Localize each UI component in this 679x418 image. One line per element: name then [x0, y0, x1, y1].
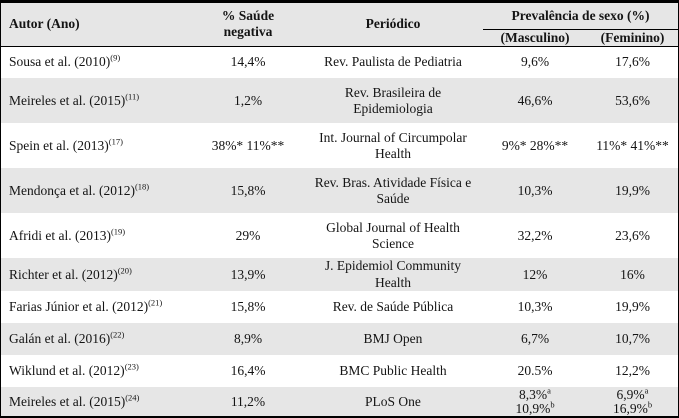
- negative-health-cell: 13,9%: [193, 258, 303, 292]
- table-row: Wiklund et al. (2012)(23) 16,4% BMC Public…: [1, 355, 678, 387]
- journal-cell: Rev. Brasileira de Epidemiologia: [303, 78, 483, 124]
- author-cell: Wiklund et al. (2012)(23): [9, 361, 139, 379]
- journal-cell: BMC Public Health: [339, 363, 447, 379]
- author-cell: Mendonça et al. (2012)(18): [1, 168, 193, 214]
- male-prevalence-cell: 6,7%: [483, 323, 587, 356]
- author-cell: Galán et al. (2016)(22): [1, 323, 193, 356]
- female-prevalence-cell: 17,6%: [615, 54, 650, 70]
- negative-health-cell: 14,4%: [230, 54, 266, 70]
- header-prevalencia-sexo: Prevalência de sexo (%): [483, 3, 678, 30]
- author-cell: Richter et al. (2012)(20): [1, 258, 193, 292]
- journal-cell: BMJ Open: [303, 323, 483, 356]
- male-prevalence-cell: 32,2%: [517, 227, 553, 243]
- male-prevalence-cell: 12%: [483, 258, 587, 292]
- table-body: Sousa et al. (2010)(9) 14,4% Rev. Paulista…: [1, 46, 678, 417]
- table-row: Spein et al. (2013)(17) 38%* 11%** Int. Jo…: [1, 123, 678, 168]
- journal-cell: PLoS One: [303, 387, 483, 417]
- table-row: Galán et al. (2016)(22) 8,9% BMJ Open 6,7% 1…: [1, 323, 678, 356]
- author-cell: Sousa et al. (2010)(9): [9, 52, 121, 70]
- header-periodico: Periódico: [303, 3, 483, 47]
- journal-cell: Rev. de Saúde Pública: [332, 299, 454, 315]
- male-prevalence-cell: 10,3%: [517, 299, 553, 315]
- male-prevalence-cell: 10,3%: [483, 168, 587, 214]
- negative-health-cell: 29%: [235, 227, 261, 243]
- female-prevalence-cell: 53,6%: [587, 78, 678, 124]
- table-row: Mendonça et al. (2012)(18) 15,8% Rev. Bras…: [1, 168, 678, 214]
- prevalence-table: Autor (Ano) % Saúde negativa Periódico P…: [1, 3, 678, 417]
- journal-cell: Global Journal of Health Science: [326, 219, 460, 251]
- negative-health-cell: 38%* 11%**: [211, 137, 285, 153]
- female-prevalence-cell: 23,6%: [615, 227, 650, 243]
- table-row: Farias Júnior et al. (2012)(21) 15,8% Rev.…: [1, 291, 678, 323]
- female-prevalence-cell: 19,9%: [615, 299, 650, 315]
- table-row: Afridi et al. (2013)(19) 29% Global Journa…: [1, 213, 678, 258]
- author-cell: Meireles et al. (2015)(24): [1, 387, 193, 417]
- negative-health-cell: 16,4%: [230, 363, 266, 379]
- journal-cell: Rev. Paulista de Pediatria: [324, 54, 462, 70]
- journal-cell: J. Epidemiol Community Health: [303, 258, 483, 292]
- female-prevalence-cell: 12,2%: [615, 363, 650, 379]
- author-cell: Spein et al. (2013)(17): [9, 136, 123, 153]
- header-autor-ano: Autor (Ano): [1, 3, 193, 47]
- female-prevalence-cell: 19,9%: [587, 168, 678, 214]
- journal-cell: Rev. Bras. Atividade Física e Saúde: [303, 168, 483, 214]
- journal-cell: Int. Journal of Circumpolar Health: [319, 129, 467, 161]
- male-prevalence-cell: 8,3%a 10,9%b: [483, 387, 587, 417]
- table-row: Meireles et al. (2015)(11) 1,2% Rev. Brasi…: [1, 78, 678, 124]
- table-row: Meireles et al. (2015)(24) 11,2% PLoS One 8…: [1, 387, 678, 417]
- male-prevalence-cell: 20.5%: [517, 363, 553, 379]
- author-cell: Afridi et al. (2013)(19): [9, 226, 126, 243]
- author-cell: Farias Júnior et al. (2012)(21): [9, 297, 163, 315]
- header-feminino: (Feminino): [587, 29, 678, 47]
- female-prevalence-cell: 16%: [587, 258, 678, 292]
- female-prevalence-cell: 11%* 41%**: [596, 137, 669, 153]
- male-prevalence-cell: 46,6%: [483, 78, 587, 124]
- table-row: Richter et al. (2012)(20) 13,9% J. Epidemi…: [1, 258, 678, 292]
- female-prevalence-cell: 6,9%a 16,9%b: [587, 387, 678, 417]
- author-cell: Meireles et al. (2015)(11): [1, 78, 193, 124]
- male-prevalence-cell: 9%* 28%**: [501, 137, 569, 153]
- male-prevalence-cell: 9,6%: [520, 54, 550, 70]
- negative-health-cell: 15,8%: [193, 168, 303, 214]
- negative-health-cell: 11,2%: [193, 387, 303, 417]
- header-masculino: (Masculino): [483, 29, 587, 47]
- table-header: Autor (Ano) % Saúde negativa Periódico P…: [1, 3, 678, 47]
- negative-health-cell: 8,9%: [193, 323, 303, 356]
- female-prevalence-cell: 10,7%: [587, 323, 678, 356]
- header-saude-negativa: % Saúde negativa: [193, 3, 303, 47]
- table-row: Sousa et al. (2010)(9) 14,4% Rev. Paulista…: [1, 46, 678, 78]
- negative-health-cell: 15,8%: [230, 299, 266, 315]
- negative-health-cell: 1,2%: [193, 78, 303, 124]
